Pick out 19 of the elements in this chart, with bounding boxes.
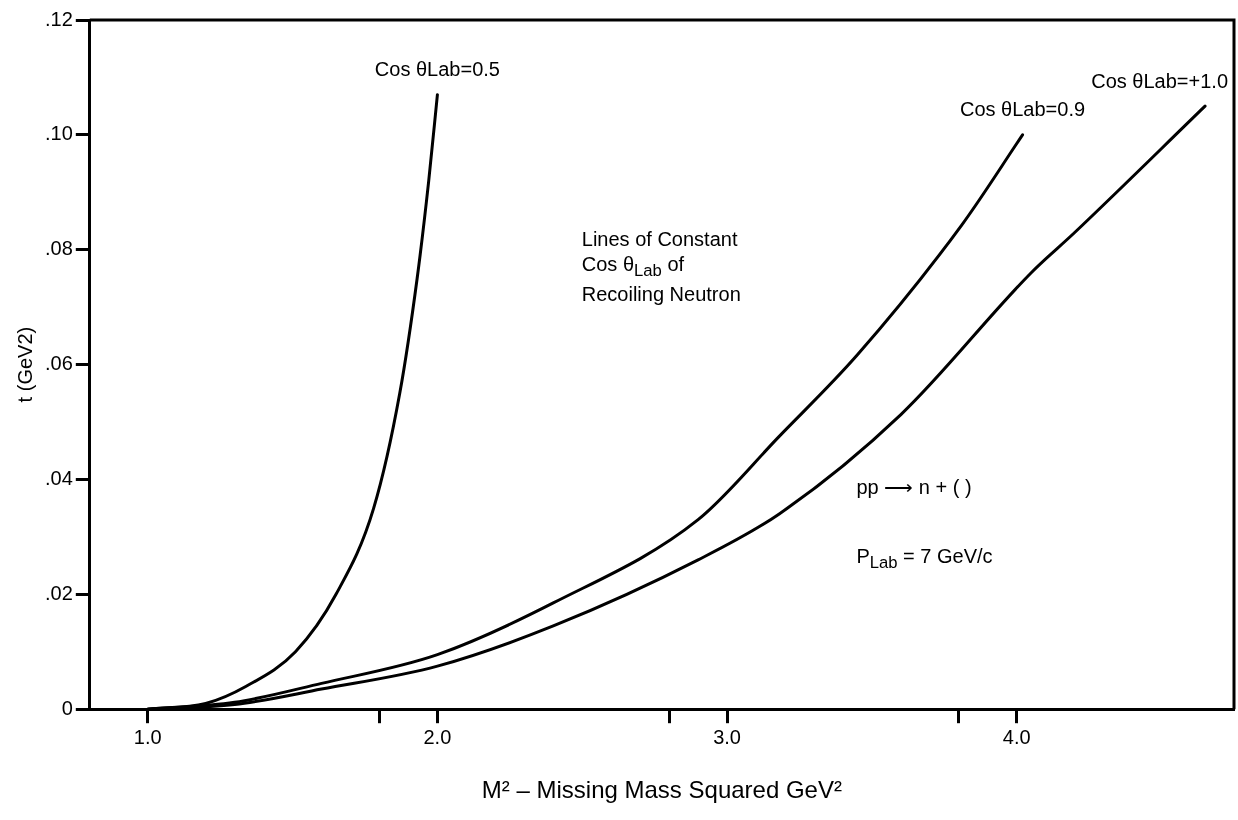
- annotation: Lines of Constant Cos θ$_{Lab}$ of Recoiling Neutron: [581, 226, 741, 307]
- x-tick-label: 3.0: [713, 725, 741, 748]
- annotation: P$_{Lab}$ = 7 GeV/c: [856, 543, 993, 574]
- series-label: Cos θLab=+1.0: [1091, 69, 1228, 92]
- y-tick-label: 0: [61, 696, 73, 719]
- y-axis-title: t (GeV2): [13, 326, 36, 403]
- series-label: Cos θLab=0.5: [374, 58, 500, 81]
- y-tick-label: .04: [44, 466, 73, 489]
- y-tick-label: .08: [44, 237, 73, 260]
- annotation: pp ⟶ n + ( ): [856, 474, 972, 500]
- series-label: Cos θLab=0.9: [959, 98, 1086, 121]
- x-axis-title: M² – Missing Mass Squared GeV²: [481, 776, 842, 804]
- y-tick-label: .02: [44, 581, 73, 604]
- y-tick-label: .10: [44, 122, 73, 145]
- y-tick-label: .12: [44, 7, 73, 30]
- x-tick-label: 1.0: [133, 725, 162, 748]
- x-tick-label: 2.0: [423, 725, 452, 748]
- x-tick-label: 4.0: [1002, 725, 1031, 748]
- y-tick-label: .06: [44, 352, 73, 375]
